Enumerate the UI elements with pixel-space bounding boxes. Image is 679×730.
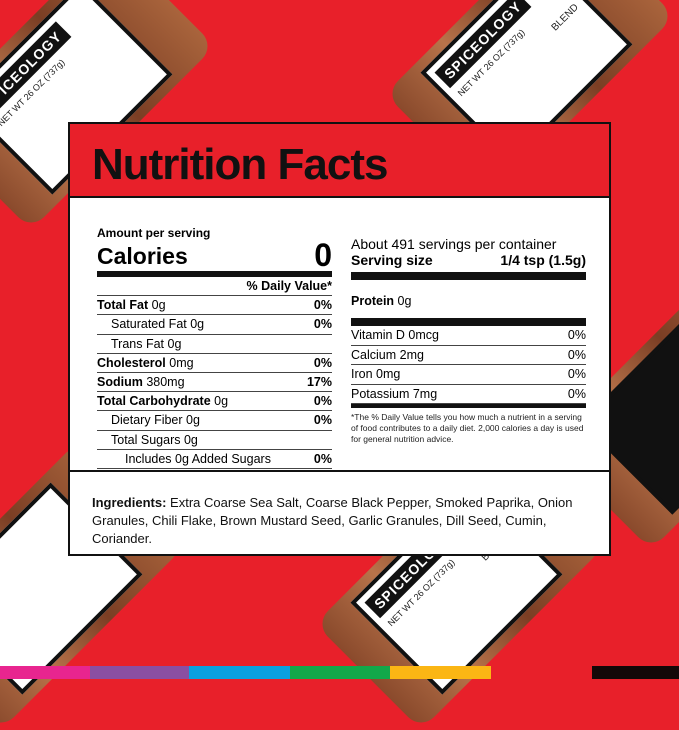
- nutrient-name: Trans Fat: [111, 336, 165, 351]
- nutrient-amount: 0g: [167, 336, 182, 351]
- color-bar-segment: [491, 666, 592, 679]
- nutrient-dv: 0%: [313, 355, 332, 370]
- serving-size-value: 1/4 tsp (1.5g): [500, 252, 586, 268]
- protein-value: 0g: [397, 294, 412, 308]
- vitamin-dv: 0%: [567, 347, 586, 362]
- nutrient-row: Total Sugars 0g: [97, 431, 332, 450]
- vitamin-row: Vitamin D 0mcg 0%: [351, 326, 586, 346]
- vitamin-row: Iron 0mg 0%: [351, 365, 586, 385]
- amount-per-serving: Amount per serving: [97, 226, 211, 240]
- nutrition-left-column: Amount per serving Calories 0 % Daily Val…: [97, 226, 332, 469]
- vitamin-dv: 0%: [567, 386, 586, 401]
- nutrient-name: Saturated Fat: [111, 317, 187, 332]
- nutrition-right-column: About 491 servings per container Serving…: [351, 236, 586, 445]
- color-bar-segment: [592, 666, 679, 679]
- nutrient-dv: 17%: [306, 375, 332, 390]
- serving-size-row: Serving size 1/4 tsp (1.5g): [351, 252, 586, 280]
- vitamin-dv: 0%: [567, 328, 586, 343]
- vitamin-dv: 0%: [567, 367, 586, 382]
- nutrient-dv: 0%: [313, 394, 332, 409]
- nutrient-row: Total Carbohydrate 0g 0%: [97, 392, 332, 412]
- color-bar-segment: [0, 666, 90, 679]
- nutrient-row: Total Fat 0g 0%: [97, 296, 332, 316]
- vitamin-row: Potassium 7mg 0%: [351, 385, 586, 404]
- nutrient-name: Total Sugars: [111, 432, 181, 447]
- nutrient-dv: 0%: [313, 451, 332, 466]
- color-bar-segment: [290, 666, 390, 679]
- nutrient-row: Saturated Fat 0g 0%: [97, 315, 332, 335]
- ingredients-text: Extra Coarse Sea Salt, Coarse Black Pepp…: [92, 495, 573, 546]
- vitamin-name: Iron 0mg: [351, 367, 401, 382]
- nutrient-amount: 380mg: [146, 375, 185, 390]
- servings-per-container: About 491 servings per container: [351, 236, 557, 252]
- vitamin-name: Vitamin D 0mcg: [351, 328, 439, 343]
- calories-label: Calories: [97, 243, 188, 269]
- nutrition-panel: Nutrition Facts Amount per serving Calor…: [68, 122, 611, 556]
- color-bar-segment: [90, 666, 189, 679]
- nutrient-amount: 0mg: [169, 355, 194, 370]
- color-bar-segment: [390, 666, 491, 679]
- nutrient-name: Dietary Fiber: [111, 413, 183, 428]
- nutrient-row: Cholesterol 0mg 0%: [97, 354, 332, 373]
- divider: [70, 470, 609, 472]
- nutrient-row: Includes 0g Added Sugars 0%: [97, 450, 332, 469]
- vitamin-name: Calcium 2mg: [351, 347, 424, 362]
- vitamin-row: Calcium 2mg 0%: [351, 346, 586, 365]
- protein-label: Protein: [351, 294, 395, 308]
- color-bar-segment: [189, 666, 290, 679]
- nutrient-row: Trans Fat 0g: [97, 335, 332, 354]
- vitamin-name: Potassium 7mg: [351, 386, 438, 401]
- calories-row: Calories 0: [97, 237, 332, 277]
- nutrient-amount: 0g: [183, 432, 198, 447]
- blend-label: BLEND: [549, 1, 581, 34]
- ingredients: Ingredients: Extra Coarse Sea Salt, Coar…: [92, 494, 592, 548]
- nutrient-name: Total Carbohydrate: [97, 394, 211, 409]
- nutrient-amount: 0g: [151, 298, 166, 313]
- calories-value: 0: [314, 237, 332, 273]
- nutrient-dv: 0%: [313, 298, 332, 313]
- nutrient-name: Total Fat: [97, 298, 149, 313]
- nutrient-amount: 0g: [190, 317, 205, 332]
- nutrient-name: Sodium: [97, 375, 143, 390]
- nutrient-amount: 0g: [186, 413, 200, 428]
- dv-header: % Daily Value*: [97, 277, 332, 297]
- ingredients-label: Ingredients:: [92, 495, 167, 510]
- nutrient-name: Includes 0g Added Sugars: [125, 451, 271, 466]
- nutrient-row: Dietary Fiber 0g 0%: [97, 411, 332, 431]
- nutrient-name: Cholesterol: [97, 355, 166, 370]
- nutrient-dv: 0%: [313, 317, 332, 332]
- protein-row: Protein 0g: [351, 280, 586, 326]
- nutrient-amount: 0g: [214, 394, 229, 409]
- nutrient-dv: 0%: [313, 413, 332, 428]
- nutrient-row: Sodium 380mg 17%: [97, 373, 332, 393]
- nutrition-title: Nutrition Facts: [70, 124, 609, 196]
- serving-size-label: Serving size: [351, 252, 433, 268]
- footnote: *The % Daily Value tells you how much a …: [351, 412, 584, 444]
